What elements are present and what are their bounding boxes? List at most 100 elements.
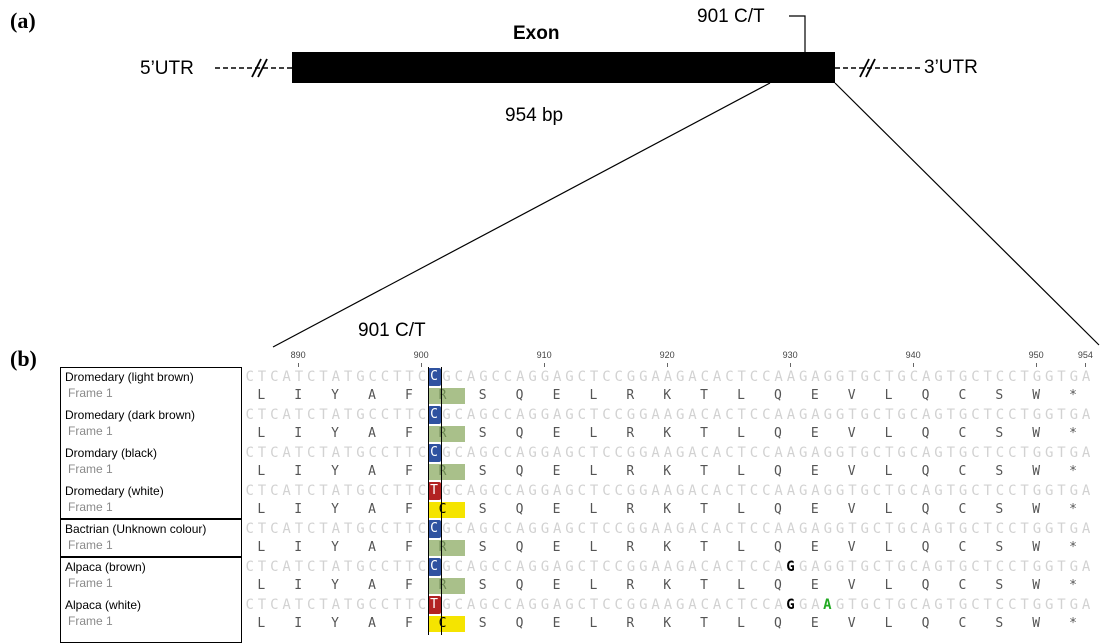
nucleotide: A <box>516 483 525 499</box>
nucleotide: T <box>983 483 992 499</box>
nucleotide: C <box>503 369 513 385</box>
nucleotide: A <box>774 369 783 385</box>
nucleotide: G <box>479 597 488 613</box>
nucleotide: G <box>442 521 451 537</box>
nucleotide: C <box>614 369 623 385</box>
nucleotide: C <box>749 445 759 461</box>
nucleotide: C <box>971 521 980 537</box>
amino-acid: W <box>1032 464 1041 479</box>
variant-nucleotide: G <box>786 559 795 575</box>
amino-acid: E <box>810 464 819 479</box>
amino-acid: W <box>1032 502 1041 517</box>
nucleotide: G <box>639 597 648 613</box>
nucleotide: G <box>1032 407 1042 423</box>
amino-acid: F <box>404 502 413 517</box>
snp-nucleotide: C <box>427 368 441 386</box>
nucleotide: T <box>946 407 956 423</box>
nucleotide: G <box>860 521 869 537</box>
nucleotide: C <box>602 483 611 499</box>
nucleotide: C <box>491 559 500 575</box>
nucleotide: G <box>442 559 451 575</box>
amino-acid: Y <box>331 426 339 441</box>
nucleotide: G <box>639 483 648 499</box>
nucleotide: C <box>1008 559 1017 575</box>
nucleotide: A <box>774 407 783 423</box>
amino-acid: L <box>257 426 266 441</box>
nucleotide: T <box>848 369 857 385</box>
nucleotide: G <box>860 483 869 499</box>
nucleotide: C <box>417 521 427 537</box>
nucleotide: G <box>565 483 574 499</box>
nucleotide: C <box>749 597 759 613</box>
nucleotide: T <box>319 445 328 461</box>
nucleotide: C <box>491 445 500 461</box>
nucleotide: C <box>995 407 1005 423</box>
position-ruler: 890 900 910 920 930 940 950 954 <box>243 350 1101 368</box>
nucleotide: T <box>589 407 599 423</box>
nucleotide: A <box>1081 597 1091 613</box>
nucleotide: C <box>614 483 623 499</box>
variant-nucleotide: A <box>823 597 832 613</box>
nucleotide: T <box>343 445 353 461</box>
nucleotide: C <box>1008 369 1017 385</box>
nucleotide: T <box>946 521 956 537</box>
amino-acid: L <box>737 464 745 479</box>
nucleotide: C <box>454 445 464 461</box>
nucleotide: A <box>774 483 783 499</box>
nucleotide: C <box>503 407 513 423</box>
nucleotide: T <box>294 369 304 385</box>
nucleotide: G <box>1045 483 1054 499</box>
frame-label: Frame 1 <box>68 500 113 514</box>
nucleotide: G <box>479 407 488 423</box>
nucleotide: C <box>725 559 734 575</box>
amino-acid: L <box>884 502 893 517</box>
ruler-tick-mark <box>667 363 669 367</box>
amino-acid: Q <box>921 502 930 517</box>
nucleotide: C <box>995 521 1005 537</box>
sequence-name: Alpaca (white) <box>65 598 142 612</box>
ruler-tick-label: 900 <box>413 350 429 360</box>
nucleotide: T <box>319 559 328 575</box>
nucleotide: G <box>639 407 648 423</box>
nucleotide: G <box>442 597 451 613</box>
amino-acid: I <box>294 578 303 593</box>
amino-acid: C <box>958 502 967 517</box>
ruler-tick-label: 954 <box>1077 350 1093 360</box>
snp-amino-acid: C <box>438 502 447 517</box>
nucleotide: G <box>479 369 488 385</box>
nucleotide: T <box>343 559 353 575</box>
snp-nucleotide: C <box>427 406 441 424</box>
nucleotide: C <box>725 445 734 461</box>
nucleotide: C <box>872 369 882 385</box>
nucleotide: G <box>835 407 845 423</box>
nucleotide: A <box>282 521 291 537</box>
nucleotide: T <box>885 369 894 385</box>
nucleotide: C <box>491 407 500 423</box>
amino-acid: W <box>1032 388 1041 403</box>
nucleotide: T <box>946 559 956 575</box>
amino-acid: F <box>404 540 413 555</box>
nucleotide: C <box>307 369 316 385</box>
nucleotide: A <box>774 597 783 613</box>
nucleotide: A <box>712 521 722 537</box>
ruler-tick-label: 910 <box>536 350 552 360</box>
nucleotide: C <box>995 445 1005 461</box>
ruler-tick-mark <box>298 363 300 367</box>
nucleotide: C <box>270 559 279 575</box>
nucleotide: T <box>885 407 894 423</box>
nucleotide: A <box>922 369 931 385</box>
exon-label: Exon <box>513 23 560 44</box>
nucleotide: C <box>909 407 919 423</box>
snp-nucleotide: T <box>427 482 441 500</box>
nucleotide: G <box>958 407 968 423</box>
nucleotide: G <box>565 369 574 385</box>
nucleotide: T <box>257 521 267 537</box>
nucleotide: A <box>516 597 525 613</box>
nucleotide: T <box>983 521 992 537</box>
nucleotide: A <box>922 597 931 613</box>
nucleotide: C <box>503 521 513 537</box>
nucleotide: T <box>294 559 304 575</box>
nucleotide: G <box>897 369 906 385</box>
nucleotide: C <box>762 445 771 461</box>
nucleotide: G <box>799 521 808 537</box>
